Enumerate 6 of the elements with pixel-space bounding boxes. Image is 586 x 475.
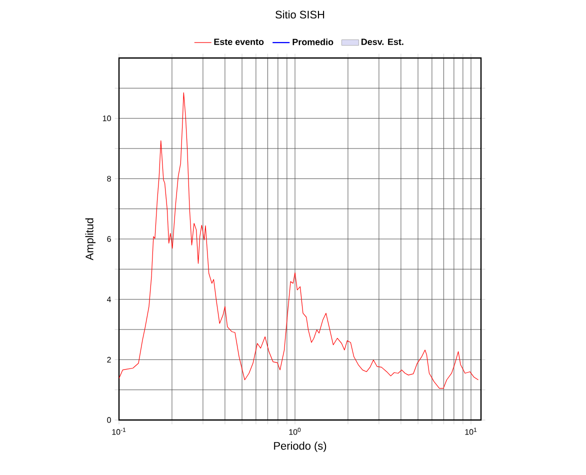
legend-label: Este evento <box>214 38 264 46</box>
x-axis-title: Periodo (s) <box>274 442 326 452</box>
legend-label: Desv. Est. <box>361 38 404 46</box>
legend-label: Promedio <box>292 38 334 46</box>
chart-title: Sitio SISH <box>276 10 324 18</box>
y-axis-title: Amplitud <box>85 218 96 260</box>
